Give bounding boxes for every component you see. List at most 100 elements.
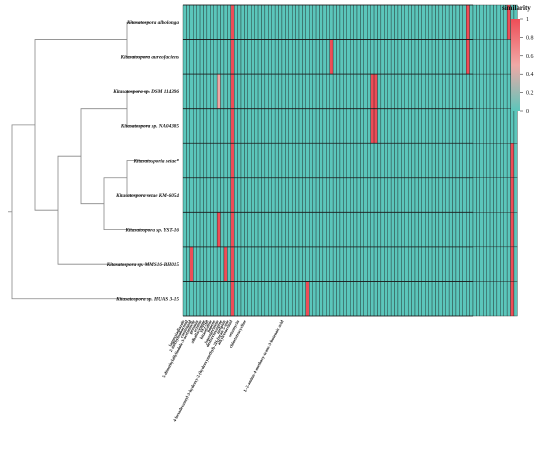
heatmap-cell [466, 39, 470, 75]
heatmap-cell [268, 143, 272, 178]
heatmap-cell [356, 177, 361, 213]
legend-tick-label: 0 [526, 109, 529, 115]
heatmap-cell [462, 177, 467, 213]
heatmap-cell [319, 246, 324, 282]
heatmap-cell [350, 281, 354, 317]
heatmap-cell [312, 73, 317, 109]
heatmap-cell [264, 108, 269, 144]
heatmap-cell [288, 212, 293, 248]
heatmap-cell [455, 39, 460, 75]
heatmap-cell [380, 212, 385, 248]
heatmap-cell [435, 246, 440, 282]
heatmap-cell [182, 73, 187, 109]
heatmap-cell [390, 281, 395, 317]
heatmap-cell [206, 246, 211, 282]
heatmap-cell [237, 212, 242, 248]
heatmap-cell [254, 212, 259, 248]
heatmap-cell [445, 212, 450, 248]
heatmap-cell [182, 281, 187, 317]
heatmap-cell [489, 281, 494, 317]
heatmap-cell [213, 281, 218, 317]
heatmap-cell [476, 108, 480, 144]
heatmap-cell [479, 281, 484, 317]
heatmap-cell [408, 73, 412, 109]
heatmap-cell [343, 4, 347, 40]
heatmap-cell [257, 143, 262, 178]
heatmap-cell [264, 177, 269, 213]
heatmap-cell [186, 212, 190, 248]
heatmap-cell [421, 143, 426, 178]
heatmap-cell [466, 143, 470, 178]
heatmap-cell [455, 246, 460, 282]
heatmap-cell [247, 39, 252, 75]
heatmap-cell [189, 246, 194, 282]
heatmap-cell [213, 177, 218, 213]
heatmap-cell [466, 108, 470, 144]
heatmap-cell [281, 73, 286, 109]
heatmap-cell [418, 4, 422, 40]
heatmap-cell [227, 246, 231, 282]
heatmap-cell [329, 212, 334, 248]
heatmap-cell [496, 246, 501, 282]
heatmap-cell [206, 39, 211, 75]
heatmap-cell [377, 281, 382, 317]
heatmap-cell [510, 143, 515, 178]
heatmap-cell [408, 39, 412, 75]
heatmap-cell [326, 177, 330, 213]
heatmap-cell [500, 108, 504, 144]
heatmap-cell [353, 4, 358, 40]
heatmap-cell [370, 39, 375, 75]
heatmap-cell [206, 281, 211, 317]
heatmap-cell [216, 281, 221, 317]
heatmap-cell [322, 4, 327, 40]
heatmap-cell [411, 212, 416, 248]
heatmap-cell [312, 39, 317, 75]
heatmap-cell [254, 108, 259, 144]
heatmap-cell [472, 177, 477, 213]
heatmap-cell [431, 212, 436, 248]
heatmap-cell [445, 177, 450, 213]
heatmap-cell [240, 108, 245, 144]
heatmap-cell [435, 177, 440, 213]
heatmap-cell [455, 143, 460, 178]
heatmap-cell [343, 143, 347, 178]
heatmap-cell [285, 73, 289, 109]
heatmap-cell [411, 108, 416, 144]
heatmap-cell [387, 177, 392, 213]
heatmap-cell [503, 177, 508, 213]
heatmap-cell [216, 39, 221, 75]
heatmap-cell [455, 4, 460, 40]
heatmap-cell [496, 73, 501, 109]
heatmap-cell [448, 4, 453, 40]
heatmap-cell [234, 212, 238, 248]
heatmap-cell [387, 73, 392, 109]
legend: similarity 1 0.8 0.6 0.4 0.2 0 [502, 4, 534, 115]
heatmap-cell [322, 212, 327, 248]
heatmap-cell [312, 246, 317, 282]
heatmap-cell [332, 281, 337, 317]
heatmap-cell [373, 246, 378, 282]
heatmap-cell [455, 108, 460, 144]
heatmap-cell [234, 108, 238, 144]
heatmap-cell [216, 108, 221, 144]
heatmap-cell [486, 73, 491, 109]
heatmap-cell [292, 143, 296, 178]
heatmap-cell [479, 246, 484, 282]
heatmap-cell [247, 177, 252, 213]
column-label: ectoine [192, 319, 203, 333]
heatmap-cell [220, 4, 225, 40]
heatmap-cell [350, 108, 354, 144]
heatmap-cell [404, 246, 409, 282]
heatmap-cell [459, 73, 463, 109]
heatmap-cell [254, 73, 259, 109]
heatmap-cell [394, 246, 399, 282]
heatmap-cell [281, 143, 286, 178]
heatmap-cell [268, 212, 272, 248]
heatmap-cell [196, 212, 201, 248]
heatmap-cell [462, 4, 467, 40]
column-labels: lagmysiadiazole2-methylisoborneolcaroten… [161, 318, 285, 422]
heatmap-cell [479, 39, 484, 75]
heatmap-cell [234, 39, 238, 75]
heatmap-cell [442, 39, 446, 75]
heatmap-cell [428, 108, 433, 144]
